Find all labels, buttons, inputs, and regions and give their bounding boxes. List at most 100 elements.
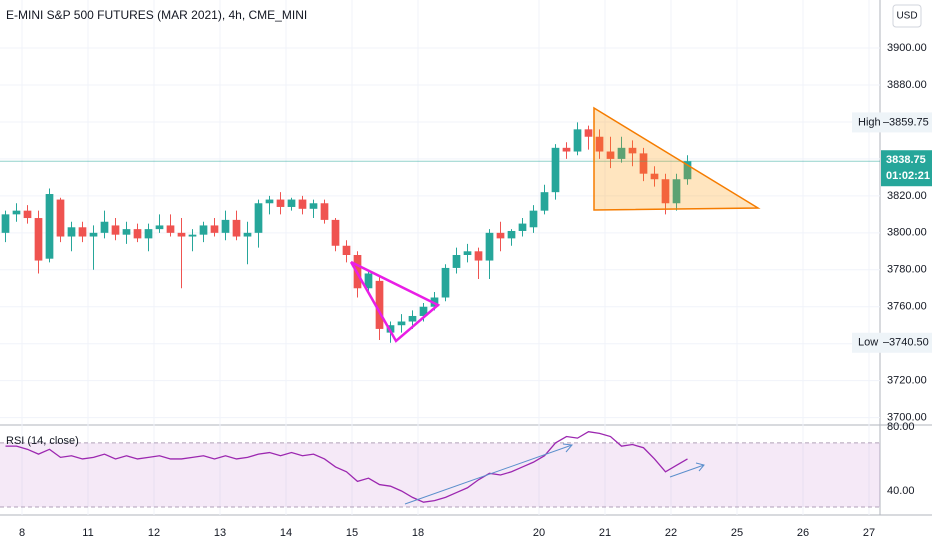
candle-body xyxy=(606,151,615,159)
candle-body xyxy=(56,199,65,237)
candle-body xyxy=(243,232,252,237)
x-tick-label: 18 xyxy=(412,527,424,539)
candle-body xyxy=(298,199,307,209)
x-tick-label: 14 xyxy=(280,527,292,539)
x-tick-label: 8 xyxy=(19,527,25,539)
candle-body xyxy=(529,210,538,228)
triangle-drawing xyxy=(349,260,441,343)
candle-body xyxy=(155,225,164,230)
chart-title: E-MINI S&P 500 FUTURES (MAR 2021), 4h, C… xyxy=(6,8,307,22)
y-tick-label: 3720.00 xyxy=(887,375,927,387)
marker-value: 3740.50 xyxy=(889,337,929,349)
candle-body xyxy=(133,229,142,239)
candle-body xyxy=(67,227,76,237)
x-tick-label: 25 xyxy=(731,527,743,539)
marker-name: Low xyxy=(858,337,878,349)
y-tick-label: 3700.00 xyxy=(887,412,927,424)
candle-body xyxy=(122,229,131,235)
rsi-tick-label: 80.00 xyxy=(887,421,915,433)
x-tick-label: 27 xyxy=(863,527,875,539)
x-tick-label: 21 xyxy=(599,527,611,539)
candle-body xyxy=(287,199,296,207)
candle-body xyxy=(617,147,626,159)
marker-box xyxy=(852,332,932,353)
trend-arrow xyxy=(404,444,573,505)
candle-body xyxy=(12,210,21,215)
candle-body xyxy=(452,255,461,268)
candle-body xyxy=(221,219,230,233)
candle-body xyxy=(34,218,43,261)
candle-body xyxy=(177,232,186,237)
currency[interactable]: USD xyxy=(896,11,917,22)
x-tick-label: 26 xyxy=(797,527,809,539)
candle-body xyxy=(595,136,604,152)
y-tick-label: 3760.00 xyxy=(887,301,927,313)
rsi-band-fill xyxy=(0,442,880,507)
candle-body xyxy=(89,232,98,237)
candle-body xyxy=(276,199,285,207)
rsi-tick-label: 40.00 xyxy=(887,485,915,497)
y-tick-label: 3800.00 xyxy=(887,227,927,239)
last-price-box xyxy=(881,150,932,187)
candle-body xyxy=(23,210,32,219)
y-tick-label: 3900.00 xyxy=(887,42,927,54)
x-tick-label: 20 xyxy=(533,527,545,539)
candle-body xyxy=(661,179,670,204)
candle-body xyxy=(639,153,648,174)
candle-body xyxy=(364,273,373,289)
y-tick-label: 3780.00 xyxy=(887,264,927,276)
countdown: 01:02:21 xyxy=(886,170,930,182)
candle-body xyxy=(628,147,637,154)
candle-body xyxy=(78,227,87,237)
candle-body xyxy=(265,199,274,204)
arrow-head xyxy=(562,443,573,453)
candle-body xyxy=(342,245,351,255)
candle-body xyxy=(45,194,54,259)
candle-body xyxy=(1,214,10,233)
marker-dash: – xyxy=(883,116,890,128)
candle-body xyxy=(210,225,219,233)
candle-body xyxy=(166,225,175,233)
y-tick-label: 3880.00 xyxy=(887,79,927,91)
candle-body xyxy=(144,229,153,239)
candle-body xyxy=(463,251,472,255)
y-tick-label: 3820.00 xyxy=(887,190,927,202)
candle-body xyxy=(507,230,516,239)
candle-body xyxy=(254,203,263,233)
marker-box xyxy=(852,112,932,133)
candle-body xyxy=(111,225,120,235)
candle-body xyxy=(188,234,197,237)
x-tick-label: 11 xyxy=(82,527,93,539)
candle-body xyxy=(496,232,505,239)
candle-body xyxy=(672,179,681,204)
marker-dash: – xyxy=(883,337,890,349)
candle-body xyxy=(419,306,428,316)
plot xyxy=(0,122,880,503)
candle-body xyxy=(518,223,527,231)
candle-body xyxy=(331,219,340,246)
x-tick-label: 12 xyxy=(148,527,160,539)
candle-body xyxy=(650,173,659,180)
candle-body xyxy=(474,251,483,261)
candle-body xyxy=(320,203,329,220)
candle-body xyxy=(562,147,571,152)
last-price-label: 3838.75 xyxy=(886,154,926,166)
x-tick-label: 13 xyxy=(214,527,226,539)
candle-body xyxy=(100,221,109,233)
candle-body xyxy=(540,192,549,211)
candle-body xyxy=(683,161,692,180)
candle-body xyxy=(397,321,406,326)
marker-value: 3859.75 xyxy=(889,116,929,128)
candle-body xyxy=(408,315,417,322)
currency-box[interactable] xyxy=(892,4,922,28)
marker-name: High xyxy=(858,116,881,128)
candle-body xyxy=(584,129,593,137)
candle-body xyxy=(551,147,560,193)
candle-body xyxy=(309,203,318,209)
candle-body xyxy=(199,225,208,235)
candle-body xyxy=(441,267,450,298)
labels: 8 11 12 13 14 15 18 20 21 22 25 26 27 3700.00 3720.00 3… xyxy=(19,42,932,539)
triangle-drawing xyxy=(593,106,761,211)
